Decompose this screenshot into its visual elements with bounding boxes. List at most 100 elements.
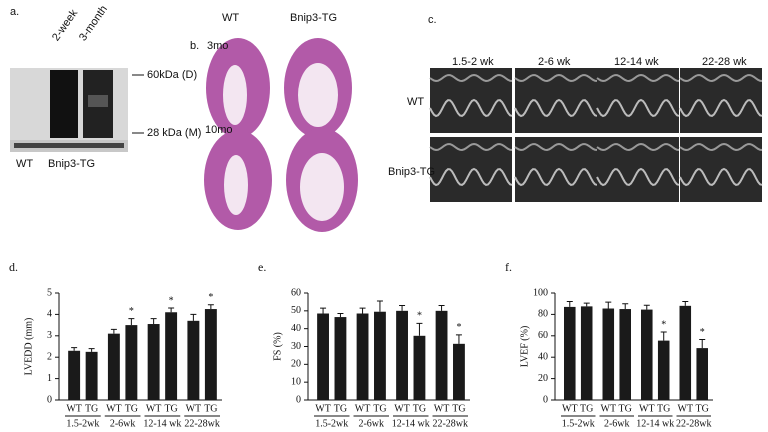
column-label: 1.5-2 wk xyxy=(452,56,494,68)
row-label: Bnip3-TG xyxy=(388,166,435,178)
error-bar xyxy=(660,331,667,341)
bar xyxy=(453,343,465,400)
echo-trace xyxy=(514,167,598,187)
panel-label: d. xyxy=(9,260,18,274)
group-label: 12-14 wk xyxy=(636,418,674,429)
echo-trace xyxy=(429,142,513,152)
x-tick-label: TG xyxy=(204,403,217,414)
x-tick-label: WT xyxy=(562,403,578,414)
row-label: WT xyxy=(407,96,424,108)
blot-band xyxy=(14,143,124,148)
y-axis-label: LVEF (%) xyxy=(519,326,530,368)
x-tick-label: WT xyxy=(66,403,82,414)
y-tick-label: 20 xyxy=(291,359,301,370)
error-bar xyxy=(71,347,78,351)
x-tick-label: WT xyxy=(146,403,162,414)
column-label: WT xyxy=(222,12,239,24)
bar xyxy=(147,324,160,400)
bar xyxy=(356,313,369,400)
echo-trace xyxy=(679,73,763,83)
bar xyxy=(564,306,576,400)
echo-trace xyxy=(596,98,680,118)
bar xyxy=(204,309,217,400)
error-bar xyxy=(416,322,423,336)
echo-trace xyxy=(514,73,598,83)
error-bar xyxy=(399,304,406,311)
y-tick-label: 30 xyxy=(291,341,301,352)
group-label: 1.5-2wk xyxy=(315,418,348,429)
x-tick-label: TG xyxy=(125,403,138,414)
group-label: WT xyxy=(16,158,33,170)
group-label: 1.5-2wk xyxy=(562,418,595,429)
y-tick-label: 60 xyxy=(291,287,301,298)
echo-trace xyxy=(596,73,680,83)
column-label: 22-28 wk xyxy=(702,56,747,68)
error-bar xyxy=(455,334,462,344)
error-bar xyxy=(110,328,117,334)
group-label: 22-28wk xyxy=(676,418,712,429)
y-tick-label: 80 xyxy=(538,309,548,320)
column-label: 12-14 wk xyxy=(614,56,659,68)
y-tick-label: 100 xyxy=(533,287,548,298)
bar xyxy=(317,313,329,400)
bar xyxy=(187,320,200,400)
error-bar xyxy=(583,302,590,307)
blot-band xyxy=(88,95,108,107)
y-tick-label: 0 xyxy=(543,394,548,405)
bar xyxy=(435,310,448,400)
echo-trace xyxy=(429,73,513,83)
error-bar xyxy=(376,300,383,312)
group-label: 22-28wk xyxy=(184,418,220,429)
error-bar xyxy=(128,318,135,326)
x-tick-label: TG xyxy=(580,403,593,414)
x-tick-label: TG xyxy=(452,403,465,414)
group-label: 1.5-2wk xyxy=(66,418,99,429)
bar xyxy=(334,317,347,400)
lane-label: 2-week xyxy=(50,7,80,43)
y-tick-label: 1 xyxy=(47,373,52,384)
significance-mark: * xyxy=(208,292,213,303)
x-tick-label: WT xyxy=(355,403,371,414)
chamber xyxy=(224,155,248,215)
error-bar xyxy=(622,303,629,310)
bar xyxy=(641,309,653,400)
panel-label: a. xyxy=(10,6,19,18)
error-bar xyxy=(359,307,366,314)
error-bar xyxy=(699,339,706,349)
y-tick-label: 5 xyxy=(47,287,52,298)
bar xyxy=(85,351,98,400)
significance-mark: * xyxy=(169,295,174,306)
x-tick-label: TG xyxy=(334,403,347,414)
y-tick-label: 4 xyxy=(47,309,52,320)
panel-label: c. xyxy=(428,14,437,26)
x-tick-label: TG xyxy=(619,403,632,414)
x-tick-label: WT xyxy=(315,403,331,414)
significance-mark: * xyxy=(129,306,134,317)
y-tick-label: 50 xyxy=(291,305,301,316)
x-tick-label: TG xyxy=(164,403,177,414)
echo-trace xyxy=(429,98,513,118)
blot-band xyxy=(50,70,78,138)
echo-trace xyxy=(679,98,763,118)
bar xyxy=(68,350,81,400)
bar xyxy=(619,309,631,400)
bar xyxy=(107,333,120,400)
echo-trace xyxy=(679,167,763,187)
y-tick-label: 2 xyxy=(47,351,52,362)
bar xyxy=(657,340,670,400)
panel-label: b. xyxy=(190,40,199,52)
x-tick-label: WT xyxy=(106,403,122,414)
y-axis-label: FS (%) xyxy=(272,332,283,361)
x-tick-label: TG xyxy=(413,403,426,414)
echo-trace xyxy=(596,167,680,187)
x-tick-label: WT xyxy=(394,403,410,414)
column-label: Bnip3-TG xyxy=(290,12,337,24)
group-label: 12-14 wk xyxy=(143,418,181,429)
column-label: 2-6 wk xyxy=(538,56,571,68)
row-label: 10mo xyxy=(205,124,233,136)
x-tick-label: TG xyxy=(696,403,709,414)
y-tick-label: 20 xyxy=(538,373,548,384)
error-bar xyxy=(190,313,197,321)
y-tick-label: 40 xyxy=(291,323,301,334)
